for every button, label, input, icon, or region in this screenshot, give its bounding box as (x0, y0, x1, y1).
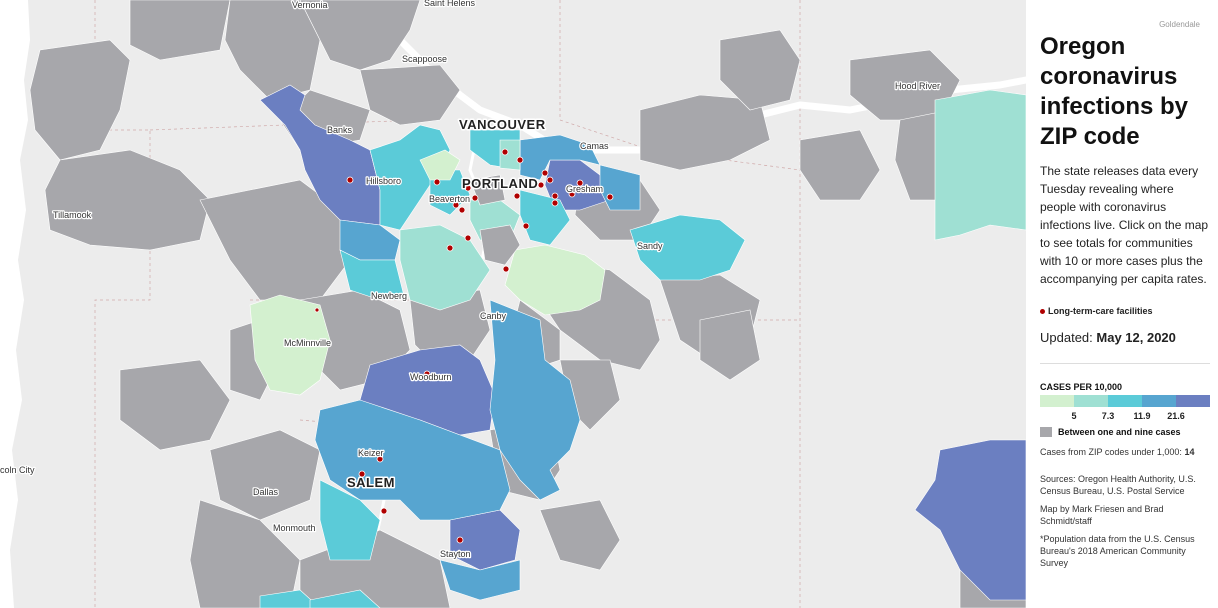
legend-bin-1 (1040, 395, 1074, 407)
label-salem: SALEM (347, 475, 395, 490)
label-scappoose: Scappoose (402, 54, 447, 64)
label-gresham: Gresham (566, 184, 603, 194)
label-stayton: Stayton (440, 549, 471, 559)
facility-legend-label: Long-term-care facilities (1048, 306, 1153, 316)
under-1000-line: Cases from ZIP codes under 1,000: 14 (1040, 447, 1210, 457)
urban-low-case-regions[interactable] (469, 174, 521, 266)
label-newberg: Newberg (371, 291, 407, 301)
label-beaverton: Beaverton (429, 194, 470, 204)
label-canby: Canby (480, 311, 507, 321)
label-vancouver: VANCOUVER (459, 117, 546, 132)
map-title: Oregon coronavirus infections by ZIP cod… (1040, 33, 1189, 150)
legend-tick: 11.9 (1133, 411, 1151, 421)
mid-rate-regions[interactable] (259, 124, 746, 608)
legend-bin-4 (1142, 395, 1176, 407)
legend-grey-label: Between one and nine cases (1058, 427, 1181, 437)
label-camas: Camas (580, 141, 609, 151)
updated-label: Updated: (1040, 330, 1093, 345)
legend-tick: 21.6 (1167, 411, 1185, 421)
updated-date: May 12, 2020 (1096, 330, 1176, 345)
facility-dot-icon (1040, 308, 1045, 314)
under-1000-value: 14 (1184, 447, 1195, 457)
label-lincoln-city: coln City (0, 465, 35, 475)
label-goldendale: Goldendale (1159, 20, 1200, 29)
legend-bin-3 (1108, 395, 1142, 407)
lowest-rate-regions[interactable] (249, 149, 606, 396)
legend-bin-5 (1176, 395, 1210, 407)
legend-title: CASES PER 10,000 (1040, 382, 1123, 392)
pacific-ocean (0, 0, 30, 608)
intro-text: The state releases data every Tuesday re… (1040, 164, 1209, 286)
label-sandy: Sandy (637, 241, 663, 251)
legend-grey-row: Between one and nine cases (1040, 427, 1210, 437)
label-hillsboro: Hillsboro (366, 176, 401, 186)
label-tillamook: Tillamook (53, 210, 92, 220)
label-portland: PORTLAND (462, 176, 538, 191)
label-monmouth: Monmouth (273, 523, 316, 533)
legend-ticks: 5 7.3 11.9 21.6 (1040, 407, 1210, 423)
label-banks: Banks (327, 125, 353, 135)
long-term-care-facilities[interactable] (314, 148, 614, 544)
divider (1040, 363, 1210, 364)
label-keizer: Keizer (358, 448, 384, 458)
label-mcminnville: McMinnville (284, 338, 331, 348)
legend-tick: 5 (1071, 411, 1077, 421)
label-saint-helens: Saint Helens (424, 0, 476, 8)
label-hood-river: Hood River (895, 81, 940, 91)
population-note: *Population data from the U.S. Census Bu… (1040, 534, 1195, 568)
under-1000-label: Cases from ZIP codes under 1,000: (1040, 447, 1182, 457)
info-panel: Goldendale Oregon coronavirus infections… (1026, 0, 1218, 608)
label-vernonia: Vernonia (292, 0, 328, 10)
place-labels: Vernonia Saint Helens Scappoose Hood Riv… (0, 0, 941, 560)
label-dallas: Dallas (253, 487, 279, 497)
legend-bin-2 (1074, 395, 1108, 407)
facility-legend: Long-term-care facilities (1040, 306, 1210, 316)
high-rate-regions[interactable] (314, 134, 641, 601)
legend-grey-swatch (1040, 427, 1052, 437)
legend-color-bins (1040, 395, 1210, 407)
sources-note: Sources: Oregon Health Authority, U.S. C… (1040, 474, 1196, 496)
credits-note: Map by Mark Friesen and Brad Schmidt/sta… (1040, 504, 1164, 526)
legend-tick: 7.3 (1101, 411, 1115, 421)
low-mid-rate-regions[interactable] (399, 89, 1027, 311)
label-woodburn: Woodburn (410, 372, 451, 382)
updated-line: Updated: May 12, 2020 (1040, 330, 1210, 345)
